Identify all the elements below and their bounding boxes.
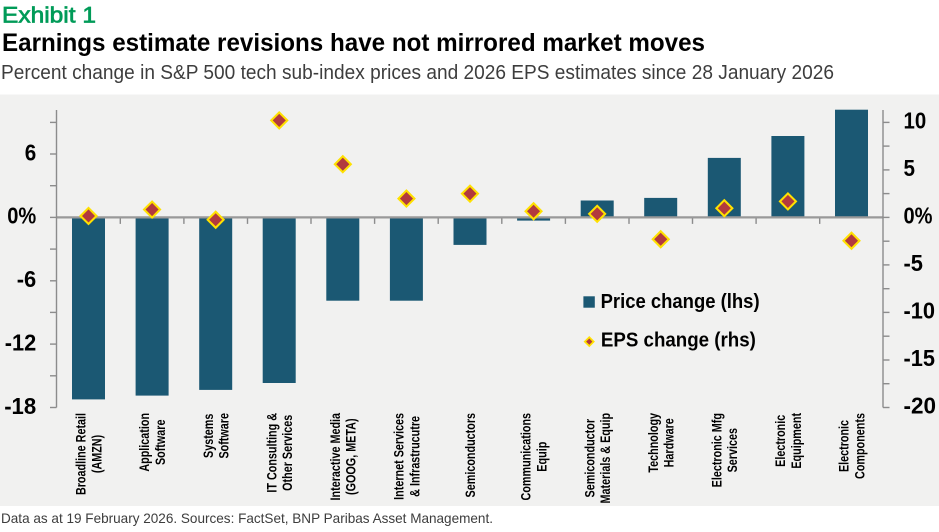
svg-text:-20: -20 (904, 393, 937, 419)
svg-text:Equipment: Equipment (788, 413, 804, 469)
svg-text:Earnings estimate revisions ha: Earnings estimate revisions have not mir… (2, 29, 705, 57)
svg-text:Software: Software (216, 413, 232, 459)
svg-text:6: 6 (25, 139, 37, 165)
svg-text:(GOOG, META): (GOOG, META) (343, 418, 359, 495)
svg-text:-10: -10 (904, 298, 936, 324)
svg-text:5: 5 (904, 155, 916, 181)
svg-text:Hardware: Hardware (661, 418, 677, 467)
svg-text:(AMZN): (AMZN) (88, 435, 104, 473)
svg-text:Electronic: Electronic (836, 420, 852, 472)
svg-text:Other Services: Other Services (279, 415, 295, 491)
svg-text:IT Consulting &: IT Consulting & (263, 413, 279, 493)
svg-text:Internet Services: Internet Services (391, 413, 407, 500)
svg-text:Data as at 19 February 2026. S: Data as at 19 February 2026. Sources: Fa… (1, 510, 493, 526)
svg-text:Equip: Equip (533, 442, 549, 472)
svg-text:Interactive Media: Interactive Media (327, 413, 343, 501)
svg-text:Technology: Technology (645, 413, 661, 473)
svg-text:-12: -12 (5, 329, 37, 355)
svg-text:EPS change (rhs): EPS change (rhs) (601, 329, 756, 351)
svg-text:Semiconductor: Semiconductor (581, 419, 597, 498)
svg-text:Software: Software (152, 419, 168, 465)
svg-text:Materials & Equip: Materials & Equip (597, 413, 613, 504)
svg-text:0%: 0% (904, 203, 933, 229)
svg-text:Electronic Mfg: Electronic Mfg (709, 413, 725, 487)
svg-text:0%: 0% (7, 203, 36, 229)
svg-text:Application: Application (136, 413, 152, 472)
svg-text:10: 10 (904, 108, 927, 134)
svg-text:Percent change in S&P 500 tech: Percent change in S&P 500 tech sub-index… (1, 62, 834, 84)
svg-text:-6: -6 (17, 266, 37, 292)
svg-text:-15: -15 (904, 345, 936, 371)
svg-text:Systems: Systems (200, 413, 216, 458)
svg-text:Electronic: Electronic (772, 415, 788, 467)
svg-text:Semiconductors: Semiconductors (462, 413, 478, 498)
svg-text:-18: -18 (4, 393, 36, 419)
svg-text:Price change (lhs): Price change (lhs) (601, 291, 760, 313)
svg-text:Exhibit 1: Exhibit 1 (2, 2, 96, 27)
svg-text:& Infrastrucutre: & Infrastrucutre (406, 416, 422, 497)
svg-text:Communications: Communications (518, 413, 534, 501)
svg-text:-5: -5 (904, 250, 924, 276)
svg-text:Services: Services (724, 428, 740, 473)
svg-text:Broadline Retail: Broadline Retail (73, 413, 89, 495)
svg-text:Components: Components (851, 413, 867, 479)
